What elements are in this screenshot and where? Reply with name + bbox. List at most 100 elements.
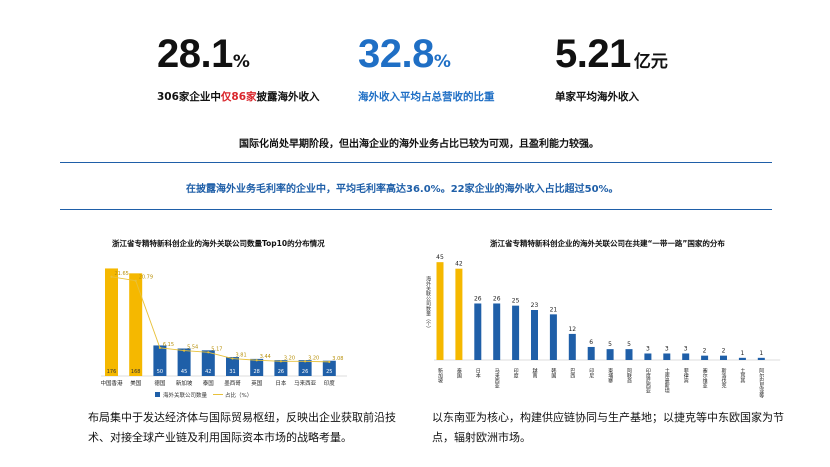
bar-count-label: 42	[205, 369, 211, 375]
bar-count-label: 26	[278, 369, 284, 375]
bar-count	[201, 350, 215, 376]
pct-label: 3.44	[260, 354, 271, 360]
x-tick-label: 塞尔维亚	[702, 367, 708, 388]
bar-count	[177, 348, 191, 376]
x-tick-label: 斯洛伐克	[721, 367, 727, 389]
x-tick-label: 英国	[251, 379, 263, 387]
bar	[720, 355, 727, 360]
bar-value-label: 3	[684, 345, 688, 352]
bar-count-label: 45	[181, 369, 187, 375]
bar-value-label: 42	[455, 261, 463, 268]
pct-point	[158, 346, 161, 349]
stat-1-label: 306家企业中仅86家披露海外收入	[157, 89, 320, 104]
pct-point	[110, 275, 113, 278]
x-tick-label: 巴西	[569, 368, 575, 379]
stat-3-value: 5.21	[555, 32, 631, 76]
bar-value-label: 2	[703, 348, 707, 355]
bar-value-label: 26	[493, 295, 501, 302]
right-chart: 海外关联公司数量（个）45新加坡42泰国26日本26马来西亚25印度23越南21…	[425, 254, 781, 398]
legend-swatch-count	[155, 392, 160, 397]
stat-2: 32.8%	[358, 34, 451, 74]
x-tick-label: 美国	[130, 379, 142, 387]
bar-value-label: 1	[740, 350, 744, 357]
x-tick-label: 柬埔寨	[607, 368, 613, 383]
bar-value-label: 6	[589, 339, 593, 346]
x-tick-label: 印度	[324, 379, 336, 387]
highlight-line: 在披露海外业务毛利率的企业中，平均毛利率高达36.0%。22家企业的海外收入占比…	[186, 184, 619, 195]
bar	[436, 262, 444, 360]
x-tick-label: 土耳其	[739, 367, 745, 384]
bar	[682, 353, 690, 360]
pct-label: 21.65	[115, 271, 129, 277]
bar	[531, 310, 538, 360]
pct-label: 5.54	[187, 345, 198, 351]
bar	[644, 353, 652, 360]
x-tick-label: 墨西哥	[224, 380, 241, 387]
legend-count: 海外关联公司数量	[163, 391, 208, 399]
x-tick-label: 德国	[154, 379, 166, 387]
bar-count	[153, 345, 167, 376]
stat-1-label-b: 披露海外收入	[256, 91, 320, 103]
bar-value-label: 12	[568, 326, 576, 333]
pct-point	[134, 279, 137, 282]
bar-count-label: 50	[157, 369, 163, 375]
x-tick-label: 泰国	[456, 367, 462, 379]
note-right: 以东南亚为核心，构建供应链协同与生产基地；以捷克等中东欧国家为节点，辐射欧洲市场…	[432, 411, 784, 444]
bar	[663, 353, 671, 360]
stat-2-value: 32.8	[358, 32, 434, 76]
x-tick-label: 日本	[275, 379, 287, 387]
pct-point	[328, 360, 331, 363]
pct-point	[279, 360, 282, 363]
bar-count-label: 28	[254, 369, 260, 375]
bar-count-label: 25	[326, 369, 332, 375]
pct-label: 3.20	[308, 355, 319, 361]
left-chart-title: 浙江省专精特新科创企业的海外关联公司数量Top10的分布情况	[112, 239, 325, 248]
x-tick-label: 新加坡	[176, 379, 193, 387]
x-tick-label: 印度	[513, 367, 519, 379]
bar	[549, 314, 557, 360]
stat-2-unit: %	[433, 52, 451, 72]
x-tick-label: 中国香港	[100, 379, 123, 387]
legend-pct: 占比（%）	[225, 391, 252, 399]
bar	[455, 268, 463, 360]
bar-value-label: 2	[722, 348, 726, 355]
pct-label: 6.15	[163, 342, 174, 348]
pct-point	[255, 359, 258, 362]
bar-value-label: 1	[759, 350, 763, 357]
bar-value-label: 26	[474, 295, 482, 302]
bar	[738, 357, 746, 360]
bar-count	[105, 268, 118, 376]
x-tick-label: 马来西亚	[294, 379, 317, 387]
stat-1-value: 28.1	[157, 32, 233, 76]
x-tick-label: 印尼	[588, 367, 594, 379]
x-tick-label: 马来西亚	[494, 367, 500, 388]
pct-point	[304, 360, 307, 363]
x-tick-label: 印度尼西亚	[645, 367, 651, 393]
pct-point	[207, 351, 210, 354]
pct-label: 3.81	[236, 353, 247, 359]
stat-1: 28.1%	[157, 34, 250, 74]
bar-count	[226, 357, 239, 376]
pct-label: 3.08	[332, 356, 343, 362]
stat-1-unit: %	[232, 52, 250, 72]
pct-label: 5.17	[211, 346, 222, 352]
stat-3-label: 单家平均海外收入	[555, 91, 639, 103]
x-tick-label: 阿联酋	[626, 367, 632, 384]
bar	[587, 346, 595, 360]
pct-line	[111, 276, 330, 363]
bar	[625, 349, 633, 360]
pct-point	[231, 357, 234, 360]
x-tick-label: 土库曼斯坦	[664, 367, 670, 393]
stat-3: 5.21 亿元	[555, 34, 668, 74]
x-tick-label: 越南	[532, 367, 538, 378]
bar-count-label: 176	[107, 369, 117, 375]
bar-count	[129, 273, 143, 376]
bar-value-label: 3	[665, 345, 669, 352]
bar-count	[274, 360, 288, 376]
stat-2-label: 海外收入平均占总营收的比重	[358, 91, 495, 103]
bar	[474, 303, 482, 360]
bar-count-label: 31	[229, 369, 235, 375]
x-tick-label: 阿尔巴尼亚等国家	[758, 367, 764, 398]
bar	[757, 357, 765, 360]
divider-top	[60, 162, 772, 163]
